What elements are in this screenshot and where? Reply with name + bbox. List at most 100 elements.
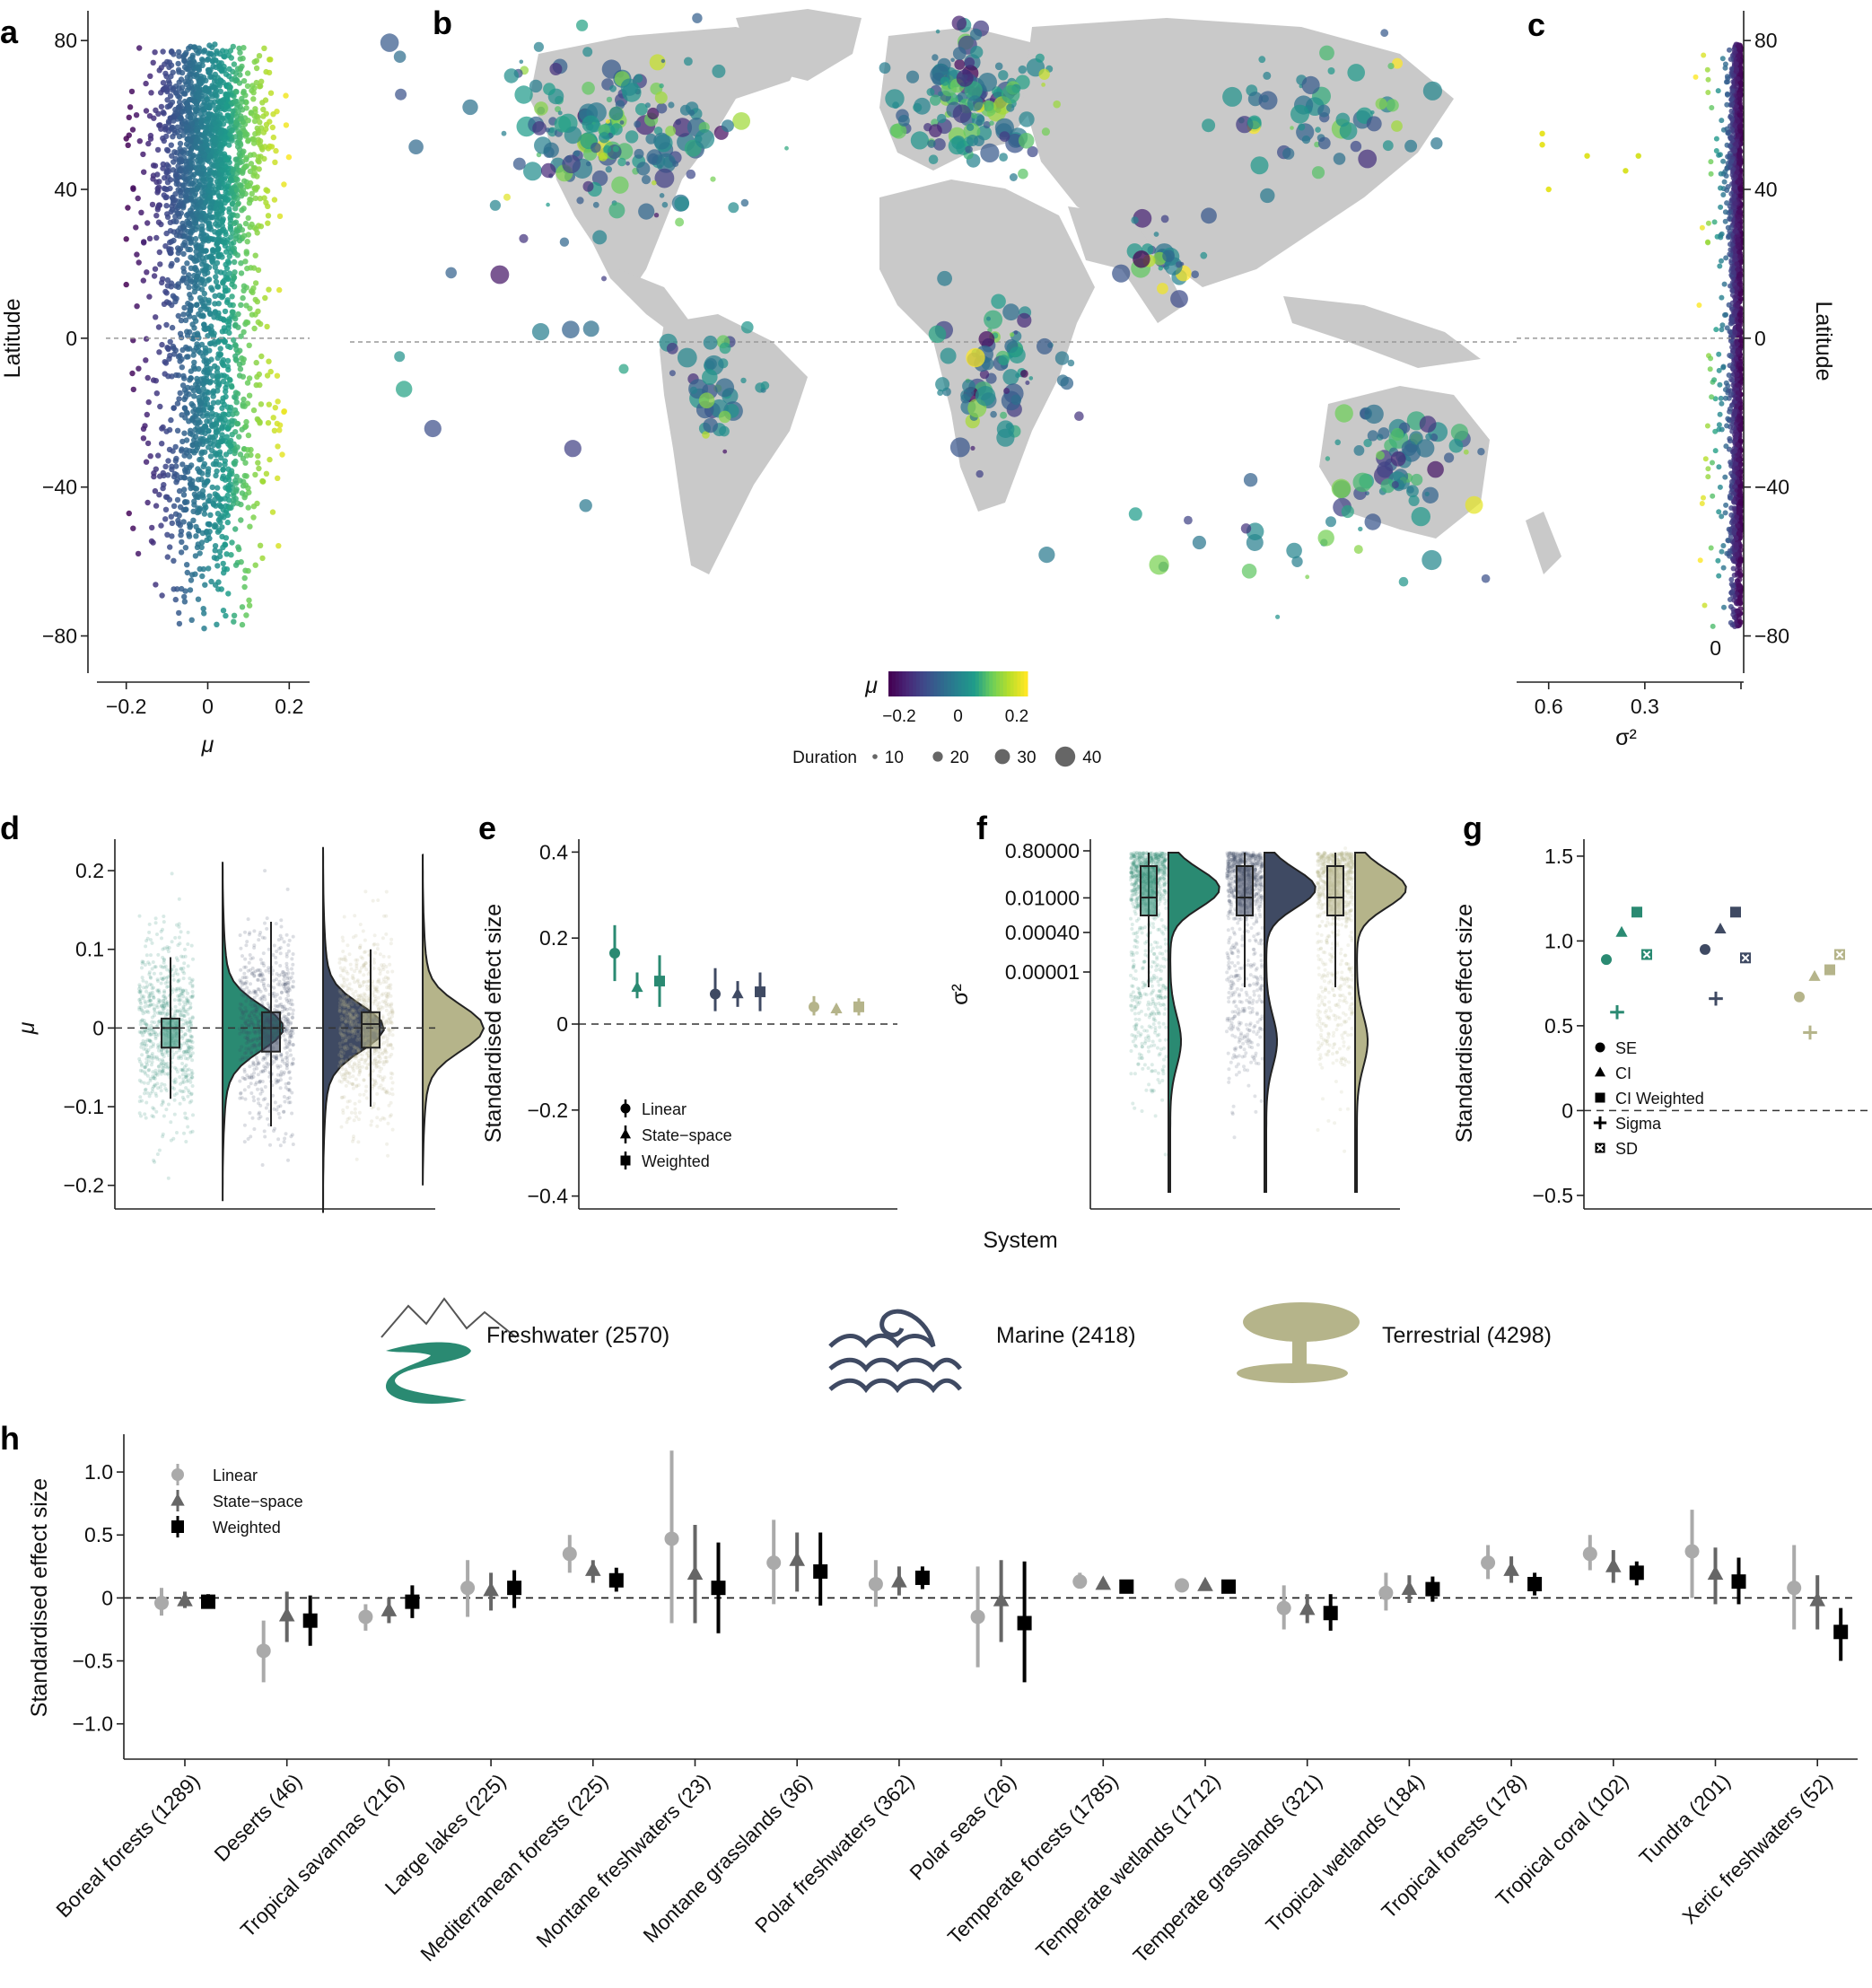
data-point <box>1708 159 1714 165</box>
data-point <box>215 442 222 449</box>
data-point <box>176 609 182 617</box>
site-bubble <box>462 99 478 116</box>
data-point <box>1710 493 1716 499</box>
site-bubble <box>952 47 967 60</box>
site-bubble <box>634 74 643 83</box>
data-point <box>215 63 223 69</box>
data-point <box>153 234 160 241</box>
data-point <box>203 376 210 382</box>
data-point <box>221 270 228 276</box>
data-point <box>199 189 206 196</box>
data-point <box>204 104 210 110</box>
data-point <box>227 344 233 351</box>
data-point <box>183 233 189 240</box>
data-point <box>1716 573 1722 579</box>
data-point <box>151 115 157 121</box>
data-point <box>253 65 260 72</box>
data-point <box>1719 258 1724 264</box>
data-point <box>201 610 207 617</box>
site-bubble <box>1301 135 1311 145</box>
data-point <box>176 396 182 402</box>
data-point <box>215 245 222 251</box>
data-point <box>225 259 232 266</box>
data-point <box>154 186 161 192</box>
data-point <box>271 427 278 434</box>
site-bubble <box>1009 332 1015 337</box>
site-bubble <box>1465 495 1483 514</box>
data-point <box>206 418 213 425</box>
site-bubble <box>1325 516 1336 528</box>
site-bubble <box>652 180 657 186</box>
site-bubble <box>576 197 584 205</box>
data-point <box>186 453 193 460</box>
data-point <box>151 473 157 480</box>
data-point <box>183 212 190 218</box>
site-bubble <box>970 445 975 451</box>
data-point <box>240 187 247 193</box>
data-point <box>157 261 163 267</box>
site-bubble <box>740 377 747 384</box>
data-point <box>245 118 251 124</box>
data-point <box>185 124 191 130</box>
site-bubble <box>605 118 611 124</box>
data-point <box>1724 423 1730 429</box>
data-point <box>155 452 162 459</box>
site-bubble <box>1184 515 1193 525</box>
data-point <box>202 303 208 310</box>
site-bubble <box>1160 215 1169 223</box>
colorbar-tick-label: 0 <box>953 707 963 726</box>
data-point <box>267 368 274 375</box>
data-point <box>192 553 199 559</box>
site-bubble <box>1364 513 1381 530</box>
colorbar-swatch <box>1002 671 1008 696</box>
site-bubble <box>1009 346 1026 363</box>
data-point <box>190 508 197 514</box>
data-point <box>1711 219 1718 225</box>
data-point <box>206 69 212 75</box>
data-point <box>199 223 206 229</box>
data-point <box>233 488 240 495</box>
site-bubble <box>1419 416 1437 433</box>
data-point <box>188 225 196 232</box>
site-bubble <box>582 82 595 95</box>
data-point <box>270 111 276 118</box>
data-point <box>167 92 174 100</box>
data-point <box>232 429 239 435</box>
site-bubble <box>1260 188 1275 204</box>
site-bubble <box>1041 83 1045 87</box>
site-bubble <box>929 124 942 138</box>
data-point <box>1693 74 1699 80</box>
site-bubble <box>1282 147 1295 160</box>
site-bubble <box>540 162 556 179</box>
site-bubble <box>1000 411 1008 419</box>
data-point <box>1737 355 1744 362</box>
data-point <box>164 214 171 220</box>
site-bubble <box>1290 104 1309 124</box>
data-point <box>192 235 199 242</box>
data-point <box>193 276 199 284</box>
data-point <box>188 180 195 187</box>
data-point <box>220 279 226 285</box>
data-point <box>160 469 166 477</box>
data-point <box>186 284 192 291</box>
data-point <box>176 53 182 59</box>
data-point <box>166 300 172 306</box>
data-point <box>255 452 261 460</box>
site-bubble <box>1341 504 1354 519</box>
data-point <box>223 612 229 619</box>
colorbar-swatch <box>926 671 931 696</box>
site-bubble <box>695 128 715 149</box>
data-point <box>227 48 234 54</box>
data-point <box>214 104 222 110</box>
data-point <box>162 360 170 366</box>
site-bubble <box>1334 404 1353 423</box>
data-point <box>225 325 232 331</box>
data-point <box>152 49 158 56</box>
data-point <box>206 188 213 194</box>
site-bubble <box>910 131 929 150</box>
site-bubble <box>1191 270 1199 279</box>
site-bubble <box>1404 139 1418 153</box>
data-point <box>262 294 268 302</box>
data-point <box>227 437 234 444</box>
data-point <box>212 170 218 176</box>
